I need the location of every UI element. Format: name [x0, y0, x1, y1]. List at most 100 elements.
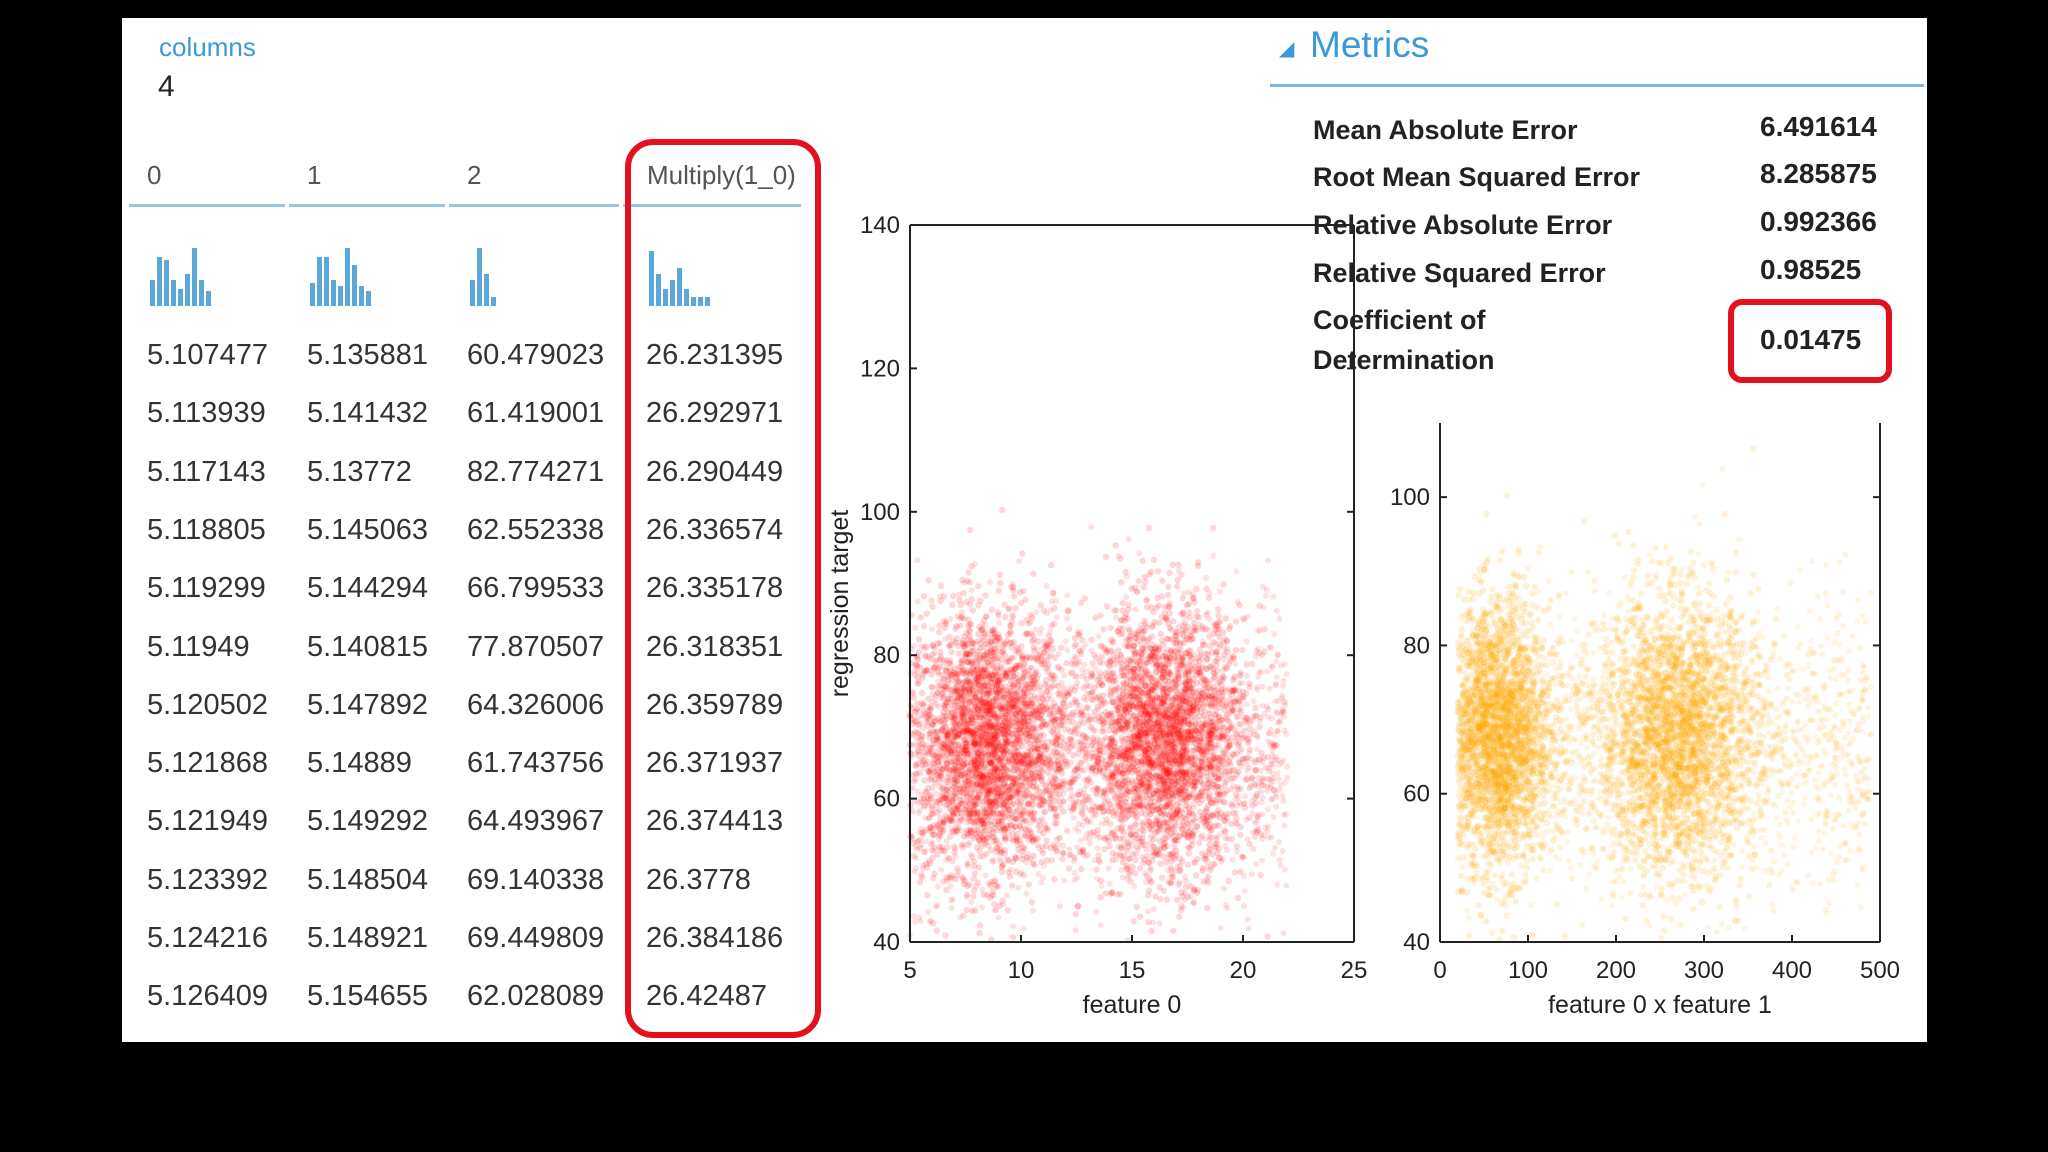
scatter-point: [1199, 867, 1206, 874]
scatter-point: [1028, 687, 1035, 695]
scatter-point: [973, 818, 980, 825]
scatter-point: [994, 609, 1002, 616]
table-cell: 5.149292: [307, 805, 428, 838]
scatter-point: [961, 761, 968, 768]
scatter-point: [970, 810, 977, 818]
scatter-point: [949, 686, 956, 693]
scatter-point: [1029, 680, 1036, 687]
column-header-0[interactable]: 0: [147, 160, 162, 190]
table-cell: 61.419001: [467, 397, 605, 430]
scatter-point: [1010, 593, 1018, 600]
scatter-point: [996, 571, 1003, 579]
scatter-point: [937, 648, 944, 656]
scatter-point: [1156, 884, 1163, 891]
scatter-point: [969, 907, 976, 915]
table-cell: 5.121868: [147, 747, 268, 780]
scatter-point: [1028, 638, 1035, 645]
scatter-point: [1036, 793, 1043, 800]
scatter-point: [946, 816, 954, 823]
scatter-point: [980, 654, 987, 661]
scatter-point: [987, 647, 995, 655]
scatter-point: [1133, 903, 1140, 910]
scatter-point: [1015, 846, 1022, 854]
scatter-point: [1018, 655, 1026, 662]
scatter-point: [999, 649, 1006, 656]
scatter-point: [1018, 653, 1026, 660]
scatter-point: [957, 601, 965, 608]
scatter-point: [1028, 899, 1036, 906]
scatter-point: [1119, 625, 1127, 632]
scatter-point: [937, 719, 944, 726]
histogram-bar: [677, 268, 682, 306]
scatter-point: [941, 686, 948, 693]
table-cell: 5.118805: [147, 513, 266, 546]
scatter-point: [977, 597, 984, 604]
column-header-multiply[interactable]: Multiply(1_0): [647, 160, 796, 190]
scatter-point: [1016, 823, 1024, 830]
scatter-point: [1051, 876, 1058, 883]
scatter-point: [918, 700, 925, 708]
column-header-1[interactable]: 1: [307, 160, 322, 190]
metric-value: 8.285875: [1760, 158, 1877, 189]
scatter-point: [1043, 643, 1050, 650]
scatter-point: [1154, 594, 1161, 601]
scatter-point: [1065, 865, 1073, 872]
scatter-point: [1031, 744, 1038, 751]
table-cell: 5.126409: [147, 980, 268, 1013]
scatter-point: [1058, 644, 1065, 651]
scatter-point: [947, 686, 954, 693]
scatter-point: [1112, 542, 1119, 549]
metric-value: 0.01475: [1760, 324, 1862, 355]
scatter-point: [1049, 645, 1057, 653]
scatter-point: [920, 700, 927, 707]
scatter-point: [948, 601, 956, 608]
column-header-2[interactable]: 2: [467, 160, 482, 190]
scatter-point: [1037, 602, 1044, 609]
scatter-point: [984, 671, 992, 679]
table-cell: 5.123392: [147, 863, 268, 896]
scatter-point: [944, 877, 951, 884]
histogram-bar: [663, 289, 668, 306]
scatter-point: [984, 835, 991, 842]
scatter-point: [1029, 700, 1036, 707]
table-cell: 5.121949: [147, 805, 268, 838]
collapse-triangle-icon[interactable]: ◢: [1279, 38, 1295, 60]
metrics-title[interactable]: Metrics: [1310, 24, 1430, 65]
scatter-point: [1188, 636, 1195, 643]
scatter-point: [930, 874, 937, 882]
scatter-point: [969, 607, 977, 614]
coefficient-highlight: [1728, 299, 1892, 383]
scatter-point: [964, 882, 971, 889]
scatter-point: [1142, 578, 1149, 585]
main-panel: columns 4 0 1 2 Multiply(1_0) 5.107477 5.…: [122, 18, 1927, 1042]
scatter-point: [1079, 810, 1086, 817]
scatter-point: [936, 628, 943, 636]
histogram-bar: [352, 265, 357, 306]
scatter-point: [966, 708, 974, 715]
scatter-point: [963, 677, 971, 684]
scatter-point: [1194, 696, 1202, 704]
scatter-point: [1005, 756, 1012, 763]
scatter-point: [975, 864, 983, 871]
scatter-point: [963, 906, 970, 914]
scatter-point: [924, 785, 931, 792]
scatter-point: [1038, 703, 1046, 710]
scatter-point: [936, 640, 943, 647]
scatter-point: [1231, 869, 1239, 876]
header-underline: [289, 204, 445, 207]
scatter-point: [929, 721, 936, 728]
scatter-point: [1054, 734, 1061, 741]
scatter-point: [1148, 604, 1155, 611]
scatter-point: [1000, 642, 1007, 649]
scatter-point: [977, 771, 984, 778]
scatter-point: [944, 680, 951, 688]
scatter-point: [1063, 659, 1070, 667]
scatter-point: [933, 927, 941, 934]
scatter-point: [970, 893, 977, 900]
scatter-point: [1193, 823, 1201, 830]
scatter-point: [921, 828, 929, 835]
scatter-point: [950, 592, 957, 600]
scatter-point: [1029, 801, 1036, 808]
scatter-point: [918, 689, 926, 697]
scatter-point: [968, 648, 975, 655]
